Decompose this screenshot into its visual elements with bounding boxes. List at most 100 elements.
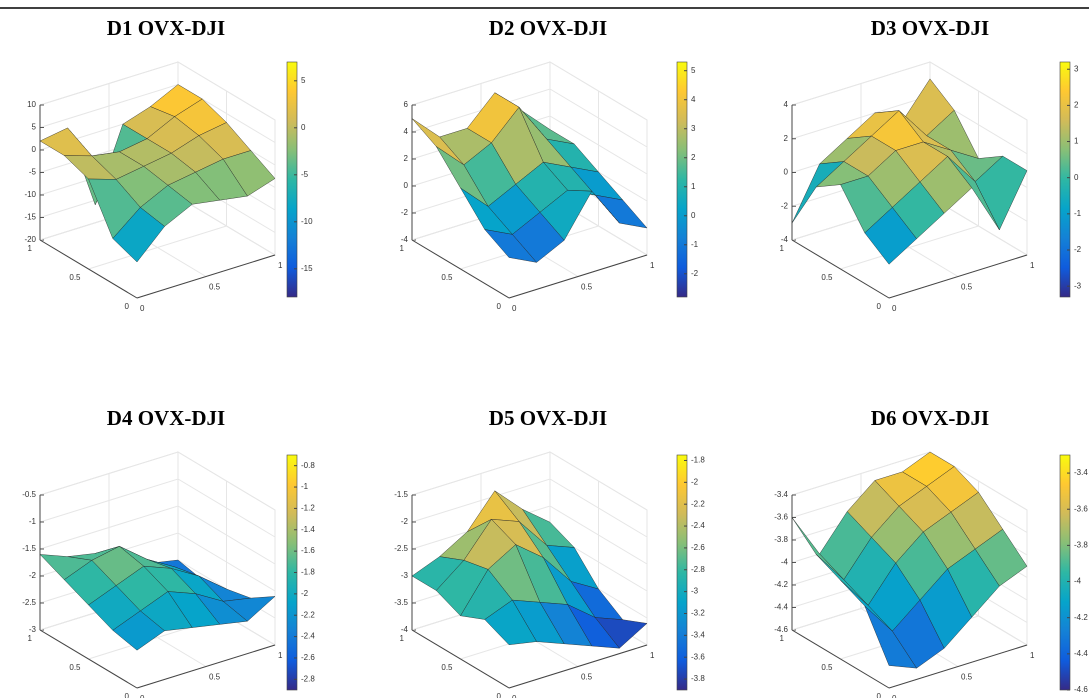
colorbar-tick-label: -2.8 <box>301 674 315 683</box>
colorbar-tick-label: 5 <box>691 66 696 75</box>
chart-title: D4 OVX-DJI <box>107 406 225 430</box>
x-tick-label: 1 <box>278 261 283 270</box>
colorbar-tick-label: -4.2 <box>1074 613 1088 622</box>
x-tick-label: 1 <box>278 651 283 660</box>
y-tick-label: 1 <box>780 634 785 643</box>
y-tick-label: 0 <box>877 302 882 311</box>
colorbar-tick-label: -3.4 <box>1074 468 1088 477</box>
y-tick-label: 1 <box>400 634 405 643</box>
colorbar <box>676 61 688 298</box>
y-axis <box>39 629 138 689</box>
x-tick-label: 0 <box>512 694 517 698</box>
x-axis <box>136 254 276 299</box>
y-tick-label: 0 <box>497 692 502 698</box>
z-tick-label: -2 <box>401 517 409 526</box>
chart-title: D1 OVX-DJI <box>107 16 225 40</box>
colorbar-tick-label: 2 <box>1074 100 1079 109</box>
colorbar-tick-label: -4.6 <box>1074 685 1088 694</box>
z-tick-label: 6 <box>404 100 409 109</box>
y-axis <box>39 239 138 299</box>
colorbar-tick-label: -3.2 <box>691 609 705 618</box>
z-tick-label: -2 <box>401 208 409 217</box>
x-tick-label: 1 <box>1030 261 1035 270</box>
z-tick-label: -3 <box>401 571 409 580</box>
colorbar-tick-label: -15 <box>301 264 313 273</box>
colorbar-tick-label: 0 <box>1074 173 1079 182</box>
colorbar-tick-label: 2 <box>691 153 696 162</box>
colorbar-tick-label: -1 <box>1074 209 1082 218</box>
colorbar-tick-label: 0 <box>301 123 306 132</box>
z-tick-label: 4 <box>784 100 789 109</box>
z-tick-label: 0 <box>784 168 789 177</box>
z-tick-label: -20 <box>24 235 36 244</box>
colorbar-tick-label: -1.6 <box>301 546 315 555</box>
y-tick-label: 0.5 <box>69 663 81 672</box>
z-tick-label: -10 <box>24 190 36 199</box>
y-tick-label: 1 <box>780 244 785 253</box>
surface-patch <box>484 229 538 263</box>
z-tick-label: 0 <box>404 181 409 190</box>
colorbar-tick-label: 4 <box>691 95 696 104</box>
y-tick-label: 0 <box>877 692 882 698</box>
z-tick-label: -4 <box>781 558 789 567</box>
colorbar-tick-label: -2.6 <box>301 653 315 662</box>
colorbar-tick-label: -3 <box>1074 281 1082 290</box>
z-tick-label: 10 <box>27 100 36 109</box>
colorbar-tick-label: -2.2 <box>691 499 705 508</box>
x-tick-label: 0 <box>892 694 897 698</box>
colorbar-tick-label: -3.8 <box>1074 540 1088 549</box>
z-tick-label: -2 <box>29 571 37 580</box>
z-tick-label: -4 <box>781 235 789 244</box>
z-tick-label: -0.5 <box>22 490 36 499</box>
colorbar-tick-label: -1 <box>301 482 309 491</box>
z-tick-label: -1.5 <box>22 544 36 553</box>
colorbar-tick-label: -3.8 <box>691 674 705 683</box>
z-tick-label: -4 <box>401 235 409 244</box>
colorbar-tick-label: 5 <box>301 76 306 85</box>
x-tick-label: 0.5 <box>961 283 973 292</box>
colorbar-tick-label: -10 <box>301 217 313 226</box>
y-axis <box>411 239 510 299</box>
y-tick-label: 0.5 <box>821 273 833 282</box>
x-tick-label: 0 <box>140 304 145 313</box>
z-tick-label: -3.6 <box>774 513 788 522</box>
colorbar-tick-label: -1.2 <box>301 504 315 513</box>
z-tick-label: -4 <box>401 625 409 634</box>
x-tick-label: 0.5 <box>581 283 593 292</box>
colorbar-tick-label: 3 <box>691 124 696 133</box>
z-tick-label: -1.5 <box>394 490 408 499</box>
colorbar-tick-label: -2 <box>301 589 309 598</box>
z-tick-label: -4.6 <box>774 625 788 634</box>
x-tick-label: 1 <box>1030 651 1035 660</box>
colorbar-tick-label: 0 <box>691 211 696 220</box>
colorbar <box>676 454 688 691</box>
z-tick-label: 2 <box>784 134 789 143</box>
colorbar-tick-label: -2 <box>691 269 699 278</box>
y-tick-label: 0.5 <box>821 663 833 672</box>
z-tick-label: -5 <box>29 168 37 177</box>
z-tick-label: -4.2 <box>774 580 788 589</box>
x-tick-label: 0.5 <box>209 673 221 682</box>
y-tick-label: 1 <box>400 244 405 253</box>
x-axis <box>888 644 1028 689</box>
z-tick-label: -15 <box>24 213 36 222</box>
colorbar-tick-label: -1 <box>691 240 699 249</box>
y-tick-label: 0 <box>497 302 502 311</box>
chart-title: D2 OVX-DJI <box>489 16 607 40</box>
surface-patch <box>112 610 165 651</box>
colorbar-tick-label: -2.8 <box>691 565 705 574</box>
colorbar-tick-label: -4.4 <box>1074 649 1088 658</box>
z-tick-label: -3.5 <box>394 598 408 607</box>
surface-patch <box>864 605 917 669</box>
colorbar-tick-label: -2 <box>691 477 699 486</box>
colorbar-tick-label: -2 <box>1074 245 1082 254</box>
x-axis <box>508 644 648 689</box>
colorbar-tick-label: -1.8 <box>691 456 705 465</box>
chart-title: D5 OVX-DJI <box>489 406 607 430</box>
z-tick-label: -3.4 <box>774 490 788 499</box>
colorbar-tick-label: -2.4 <box>691 521 705 530</box>
z-tick-label: 4 <box>404 127 409 136</box>
y-tick-label: 0 <box>125 692 130 698</box>
colorbar-tick-label: -3.6 <box>1074 504 1088 513</box>
